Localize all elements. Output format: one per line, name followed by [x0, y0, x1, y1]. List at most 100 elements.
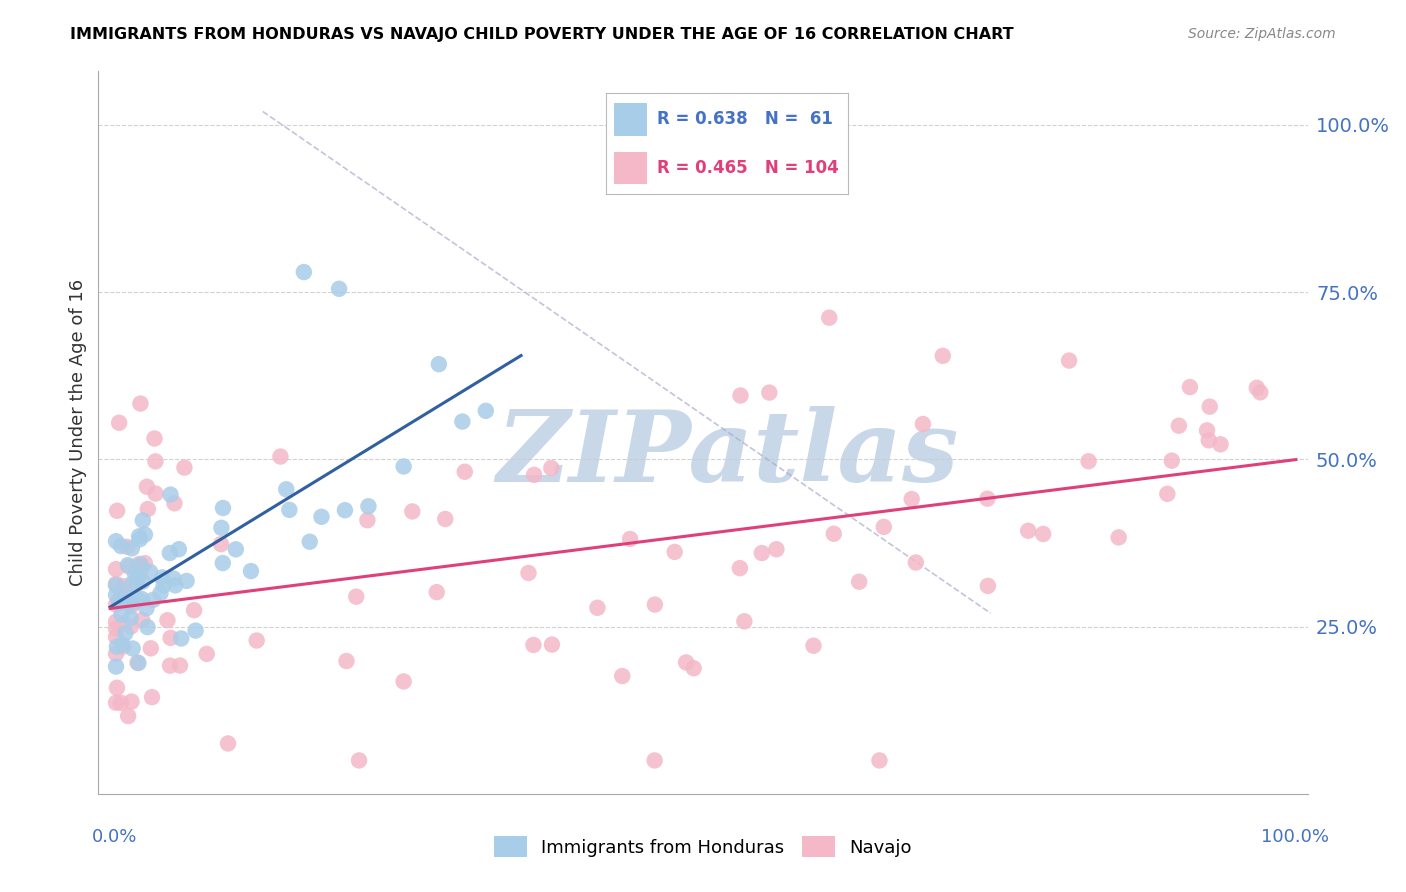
- Point: [311, 509, 333, 524]
- Point: [121, 641, 143, 656]
- Point: [1198, 434, 1220, 448]
- Point: [426, 585, 449, 599]
- Point: [1077, 454, 1099, 468]
- Point: [114, 589, 136, 603]
- Point: [1017, 524, 1039, 538]
- Point: [803, 639, 825, 653]
- Point: [1108, 530, 1130, 544]
- Point: [392, 459, 415, 474]
- Point: [149, 586, 172, 600]
- Point: [900, 491, 922, 506]
- Point: [475, 404, 498, 418]
- Point: [150, 570, 173, 584]
- Point: [184, 624, 207, 638]
- Point: [664, 545, 686, 559]
- Point: [730, 388, 752, 402]
- Point: [523, 467, 546, 482]
- Point: [110, 696, 132, 710]
- Point: [733, 615, 755, 629]
- Point: [246, 633, 269, 648]
- Point: [239, 564, 262, 578]
- Point: [127, 656, 149, 670]
- Point: [159, 546, 181, 560]
- Point: [328, 282, 350, 296]
- Point: [159, 658, 181, 673]
- Point: [765, 542, 787, 557]
- Point: [1156, 487, 1178, 501]
- Point: [434, 512, 457, 526]
- Y-axis label: Child Poverty Under the Age of 16: Child Poverty Under the Age of 16: [69, 279, 87, 586]
- Point: [105, 640, 128, 654]
- Point: [152, 578, 174, 592]
- Point: [217, 736, 239, 750]
- Point: [108, 416, 131, 430]
- Point: [105, 598, 128, 612]
- Point: [131, 592, 153, 607]
- Point: [333, 503, 356, 517]
- Point: [1195, 424, 1218, 438]
- Point: [127, 656, 149, 670]
- Point: [1209, 437, 1232, 451]
- Point: [167, 542, 190, 557]
- Point: [183, 603, 205, 617]
- Point: [141, 690, 163, 705]
- Point: [134, 527, 156, 541]
- Point: [427, 357, 450, 371]
- Point: [401, 504, 423, 518]
- Point: [129, 396, 152, 410]
- Point: [105, 659, 128, 673]
- Point: [932, 349, 955, 363]
- Point: [977, 579, 1000, 593]
- Point: [111, 638, 134, 652]
- Point: [278, 503, 301, 517]
- Point: [139, 641, 162, 656]
- Point: [114, 626, 136, 640]
- Point: [1246, 381, 1268, 395]
- Point: [145, 486, 167, 500]
- Point: [454, 465, 477, 479]
- Point: [675, 656, 697, 670]
- Point: [125, 560, 148, 574]
- Point: [176, 574, 198, 588]
- Point: [136, 620, 159, 634]
- Point: [105, 615, 128, 629]
- Point: [1178, 380, 1201, 394]
- Point: [212, 500, 235, 515]
- Point: [117, 558, 139, 572]
- Point: [143, 432, 166, 446]
- Point: [112, 579, 135, 593]
- Point: [751, 546, 773, 560]
- Point: [156, 613, 179, 627]
- Point: [904, 556, 927, 570]
- Point: [682, 661, 704, 675]
- Point: [139, 565, 162, 579]
- Point: [136, 502, 159, 516]
- Point: [129, 558, 152, 572]
- Point: [120, 619, 142, 633]
- Point: [105, 630, 128, 644]
- Point: [357, 500, 380, 514]
- Point: [818, 310, 841, 325]
- Point: [911, 417, 934, 431]
- Point: [976, 491, 998, 506]
- Point: [195, 647, 218, 661]
- Point: [292, 265, 315, 279]
- Point: [117, 709, 139, 723]
- Point: [145, 454, 167, 468]
- Point: [1249, 385, 1271, 400]
- Point: [131, 574, 153, 589]
- Point: [644, 598, 666, 612]
- Point: [162, 572, 184, 586]
- Point: [121, 541, 143, 556]
- Point: [165, 578, 187, 592]
- Point: [347, 753, 370, 767]
- Text: 100.0%: 100.0%: [1261, 828, 1329, 846]
- Point: [269, 450, 291, 464]
- Point: [129, 563, 152, 577]
- Point: [335, 654, 357, 668]
- Point: [111, 590, 134, 604]
- Text: 0.0%: 0.0%: [91, 828, 136, 846]
- Point: [1198, 400, 1220, 414]
- Point: [612, 669, 634, 683]
- Point: [110, 607, 132, 622]
